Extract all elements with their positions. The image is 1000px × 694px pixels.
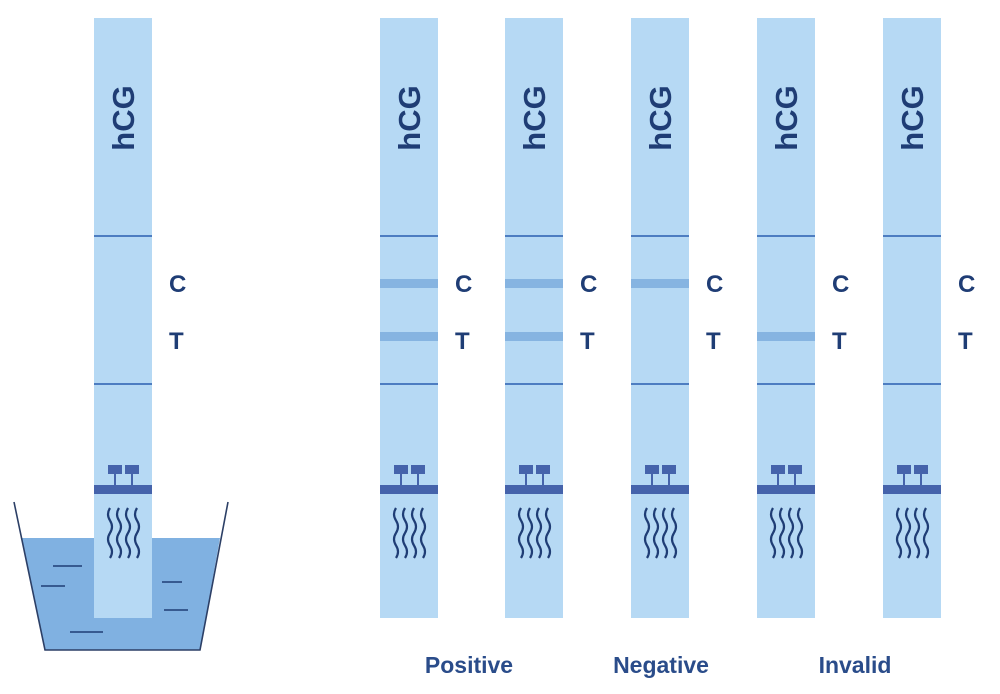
control-band [631, 279, 689, 288]
control-band [505, 279, 563, 288]
strip-body [631, 18, 689, 618]
conjugate-pad [631, 465, 689, 494]
strip-body [757, 18, 815, 618]
strip-body [883, 18, 941, 618]
control-label: C [580, 271, 597, 298]
label-negative: Negative [613, 652, 709, 678]
wick-waves [643, 507, 678, 559]
water-dashes [41, 565, 188, 633]
hcg-label: hCG [392, 85, 427, 150]
test-label: T [958, 328, 973, 355]
wick-waves [769, 507, 804, 559]
conjugate-pad [94, 465, 152, 494]
hcg-label: hCG [517, 85, 552, 150]
test-label: T [706, 328, 721, 355]
hcg-label: hCG [895, 85, 930, 150]
control-band [380, 279, 438, 288]
wick-waves [106, 507, 141, 559]
result-strip: hCG C T [505, 18, 597, 618]
hcg-label: hCG [643, 85, 678, 150]
result-strip: hCG C T [631, 18, 723, 618]
control-label: C [958, 271, 975, 298]
wick-waves [517, 507, 552, 559]
hcg-label: hCG [769, 85, 804, 150]
test-label: T [832, 328, 847, 355]
strip-body [94, 18, 152, 618]
conjugate-pad [883, 465, 941, 494]
wick-waves [392, 507, 427, 559]
control-label: C [455, 271, 472, 298]
label-positive: Positive [425, 652, 513, 678]
conjugate-pad [380, 465, 438, 494]
conjugate-pad [757, 465, 815, 494]
hcg-label: hCG [106, 85, 141, 150]
test-label: T [169, 328, 184, 355]
test-band [757, 332, 815, 341]
test-label: T [455, 328, 470, 355]
test-band [505, 332, 563, 341]
test-label: T [580, 328, 595, 355]
control-label: C [706, 271, 723, 298]
label-invalid: Invalid [819, 652, 892, 678]
test-band [380, 332, 438, 341]
beaker-outline [13, 501, 229, 651]
result-strip: hCG C T [883, 18, 975, 618]
control-label: C [169, 271, 186, 298]
result-strip: hCG C T [380, 18, 472, 618]
control-label: C [832, 271, 849, 298]
result-strip: hCG C T [757, 18, 849, 618]
wick-waves [895, 507, 930, 559]
dipping-strip: hCG C T [94, 18, 186, 618]
strip-body [380, 18, 438, 618]
strip-body [505, 18, 563, 618]
conjugate-pad [505, 465, 563, 494]
result-labels: Positive Negative Invalid [425, 652, 892, 678]
